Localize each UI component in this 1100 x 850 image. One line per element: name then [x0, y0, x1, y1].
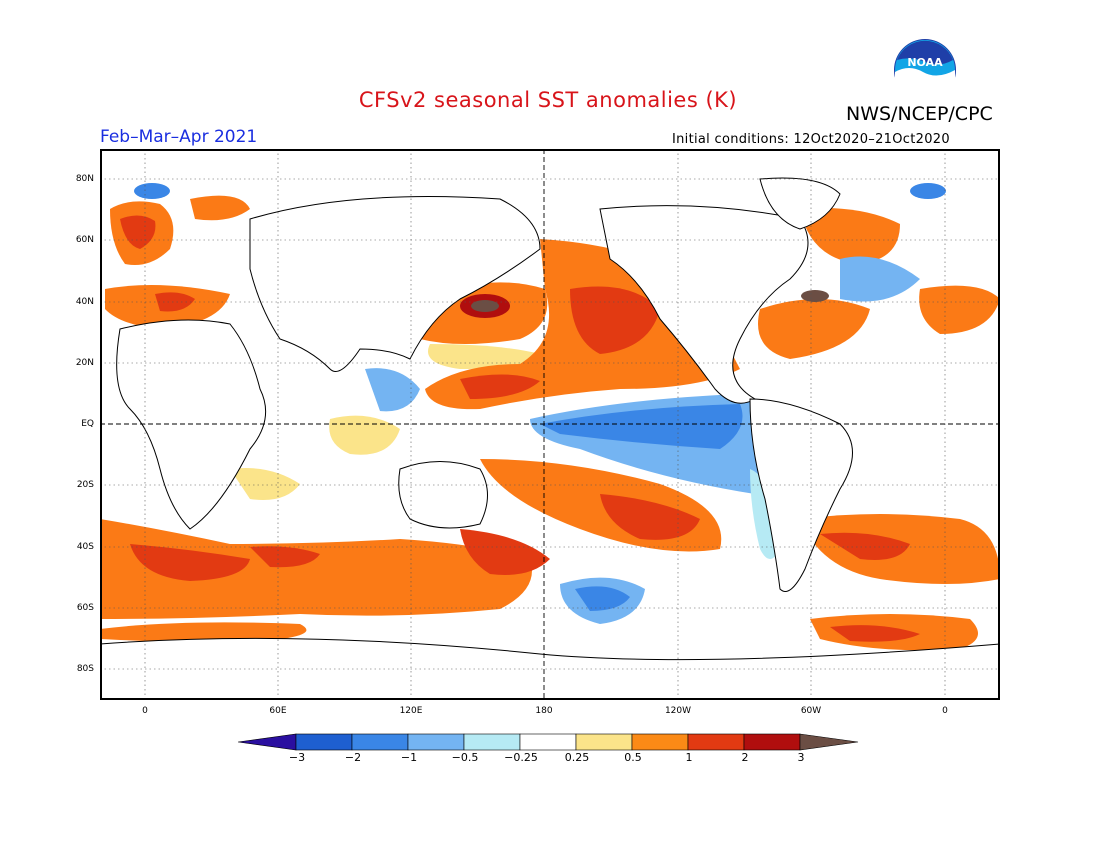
colorbar-cell [631, 733, 689, 751]
lat-label-80n: 80N [75, 174, 94, 184]
colorbar-cell [295, 733, 353, 751]
lon-label-180: 180 [535, 706, 553, 716]
lon-label-60w: 60W [800, 706, 822, 716]
noaa-logo: NOAA [894, 39, 956, 102]
colorbar-label: −2 [344, 751, 362, 764]
colorbar-arrow-max [799, 733, 859, 751]
colorbar-label: −1 [400, 751, 418, 764]
lat-label-60n: 60N [75, 235, 94, 245]
colorbar-label: 1 [685, 751, 693, 764]
forecast-period: Feb–Mar–Apr 2021 [100, 127, 258, 147]
lon-label-120e: 120E [399, 706, 423, 716]
colorbar-cell [743, 733, 801, 751]
graticule [100, 149, 1000, 700]
lat-label-80s: 80S [76, 664, 94, 674]
colorbar [238, 733, 859, 751]
colorbar-label: −3 [288, 751, 306, 764]
lat-label-60s: 60S [76, 603, 94, 613]
colorbar-cell [687, 733, 745, 751]
lat-label-eq: EQ [81, 419, 94, 429]
lat-label-40s: 40S [76, 542, 94, 552]
colorbar-label: −0.25 [504, 751, 538, 764]
colorbar-cells [238, 733, 859, 751]
colorbar-label: 0.25 [564, 751, 590, 764]
colorbar-label: −0.5 [451, 751, 479, 764]
lat-label-40n: 40N [75, 297, 94, 307]
anomaly-south-pacific [480, 459, 722, 552]
colorbar-cell [575, 733, 633, 751]
lat-label-20s: 20S [76, 480, 94, 490]
colorbar-cell [351, 733, 409, 751]
sst-anomaly-map [100, 149, 1000, 700]
equator-and-dateline [100, 149, 1000, 700]
anomaly-indian-ocean [230, 368, 420, 500]
anomaly-north-atlantic-left [105, 183, 250, 329]
logo-text: NOAA [907, 56, 943, 69]
colorbar-cell [463, 733, 521, 751]
anomaly-equatorial-pacific-cool [530, 394, 780, 559]
lat-label-20n: 20N [75, 358, 94, 368]
lon-label-0-right: 0 [942, 706, 948, 716]
colorbar-cell [519, 733, 577, 751]
colorbar-arrow-min [238, 733, 297, 751]
anomaly-southern-ocean [100, 514, 1000, 651]
agency-label: NWS/NCEP/CPC [846, 103, 993, 125]
anomaly-southeast-pacific-cool [560, 577, 645, 624]
colorbar-label: 3 [797, 751, 805, 764]
lon-label-0-left: 0 [142, 706, 148, 716]
anomaly-north-atlantic-right [758, 183, 1000, 359]
colorbar-label: 0.5 [624, 751, 642, 764]
colorbar-label: 2 [741, 751, 749, 764]
lon-label-120w: 120W [664, 706, 692, 716]
anomaly-nw-pacific [400, 282, 548, 369]
colorbar-cell [407, 733, 465, 751]
initial-conditions: Initial conditions: 12Oct2020–21Oct2020 [672, 132, 950, 147]
map-title: CFSv2 seasonal SST anomalies (K) [358, 88, 738, 112]
lon-label-60e: 60E [269, 706, 287, 716]
